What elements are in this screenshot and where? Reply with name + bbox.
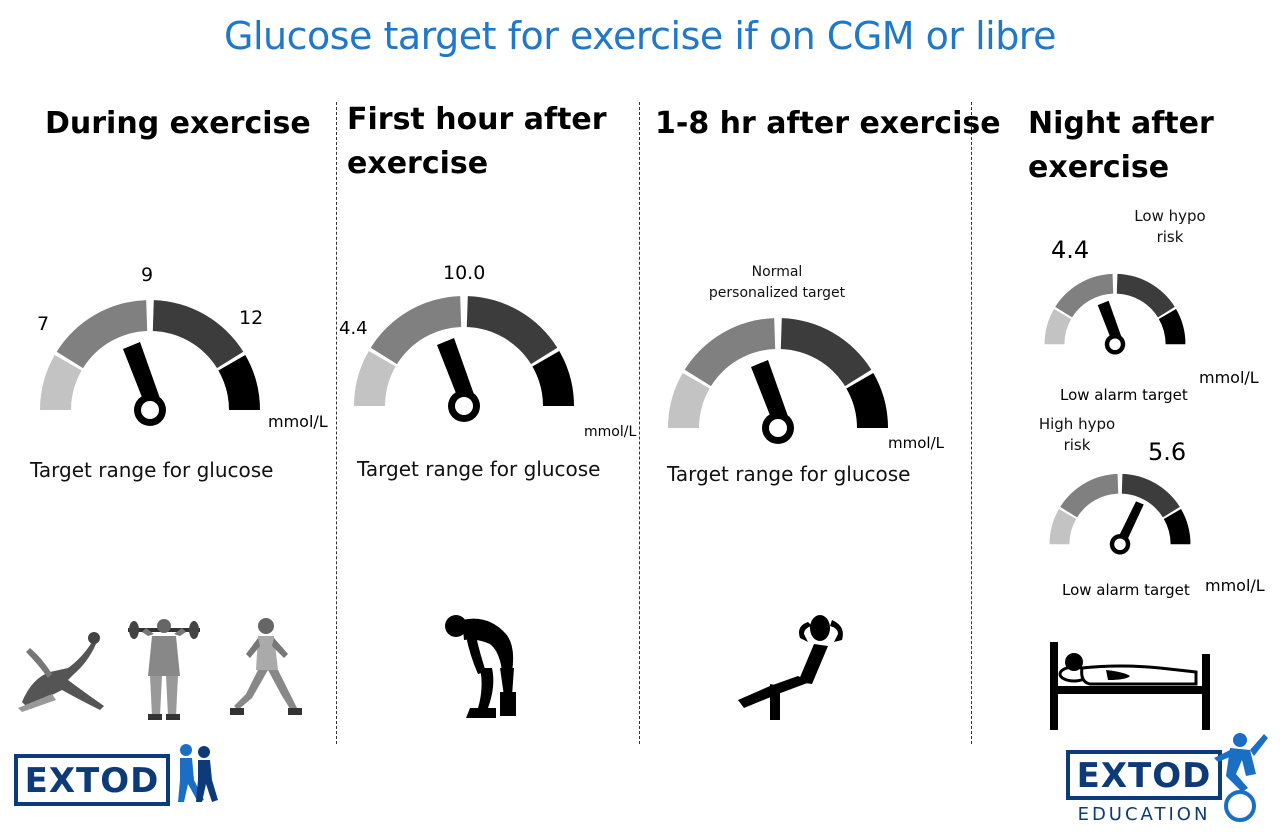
glucose-gauge [354, 296, 574, 422]
logo-text: EXTOD [25, 761, 160, 801]
gauge-mid-label: 9 [141, 264, 154, 286]
risk-label-lower: High hypo risk [1038, 415, 1116, 454]
gauge-unit: mmol/L [268, 412, 328, 431]
night-value-upper: 4.4 [1051, 236, 1090, 264]
logo-text: EXTOD [1077, 756, 1212, 796]
gauge-caption: Target range for glucose [30, 458, 274, 482]
gauge-unit: mmol/L [584, 424, 637, 440]
gauge-high-label: 12 [239, 307, 264, 329]
weightlifter-figure-icon [128, 619, 200, 720]
heading-line: exercise [347, 146, 489, 181]
normal-target-label: Normal personalized target [708, 264, 846, 301]
page-title: Glucose target for exercise if on CGM or… [224, 14, 1056, 58]
column-heading-night: Night after exercise [1028, 102, 1214, 190]
gauge-caption: Target range for glucose [357, 457, 601, 481]
column-divider [971, 102, 972, 744]
glucose-gauge [668, 318, 888, 444]
stretching-figure-icon [18, 632, 104, 712]
alarm-label-upper: Low alarm target [1060, 386, 1188, 404]
glucose-gauge [39, 300, 260, 426]
risk-label-upper: Low hypo risk [1134, 207, 1206, 246]
extod-logo-left: EXTOD [14, 744, 218, 806]
night-gauge-lower [1049, 473, 1191, 555]
heading-line: exercise [1028, 150, 1170, 185]
runner-figure-icon [230, 618, 302, 715]
relaxing-person-icon [738, 615, 843, 720]
unit-upper: mmol/L [1199, 368, 1259, 387]
gauge-unit: mmol/L [888, 434, 944, 452]
column-heading-during-exercise: During exercise [45, 106, 311, 141]
night-gauge-upper [1044, 273, 1186, 355]
column-divider [639, 102, 640, 744]
gauge-caption: Target range for glucose [667, 462, 911, 486]
column-heading-first-hour: First hour after exercise [347, 98, 607, 186]
logo-subtext: EDUCATION [1078, 804, 1211, 825]
gauge-high-label: 10.0 [443, 262, 486, 284]
alarm-label-lower: Low alarm target [1062, 581, 1190, 599]
column-divider [336, 102, 337, 744]
gauge-low-label: 4.4 [339, 318, 368, 339]
extod-education-logo-right: EXTOD EDUCATION [1066, 733, 1268, 825]
tired-person-icon [445, 615, 516, 718]
gauge-low-label: 7 [37, 313, 50, 335]
unit-lower: mmol/L [1205, 576, 1265, 595]
night-value-lower: 5.6 [1148, 438, 1187, 466]
column-heading-1-8hr: 1-8 hr after exercise [655, 106, 1001, 141]
person-in-bed-icon [1050, 642, 1210, 730]
heading-line: First hour after [347, 102, 607, 137]
heading-line: Night after [1028, 106, 1214, 141]
